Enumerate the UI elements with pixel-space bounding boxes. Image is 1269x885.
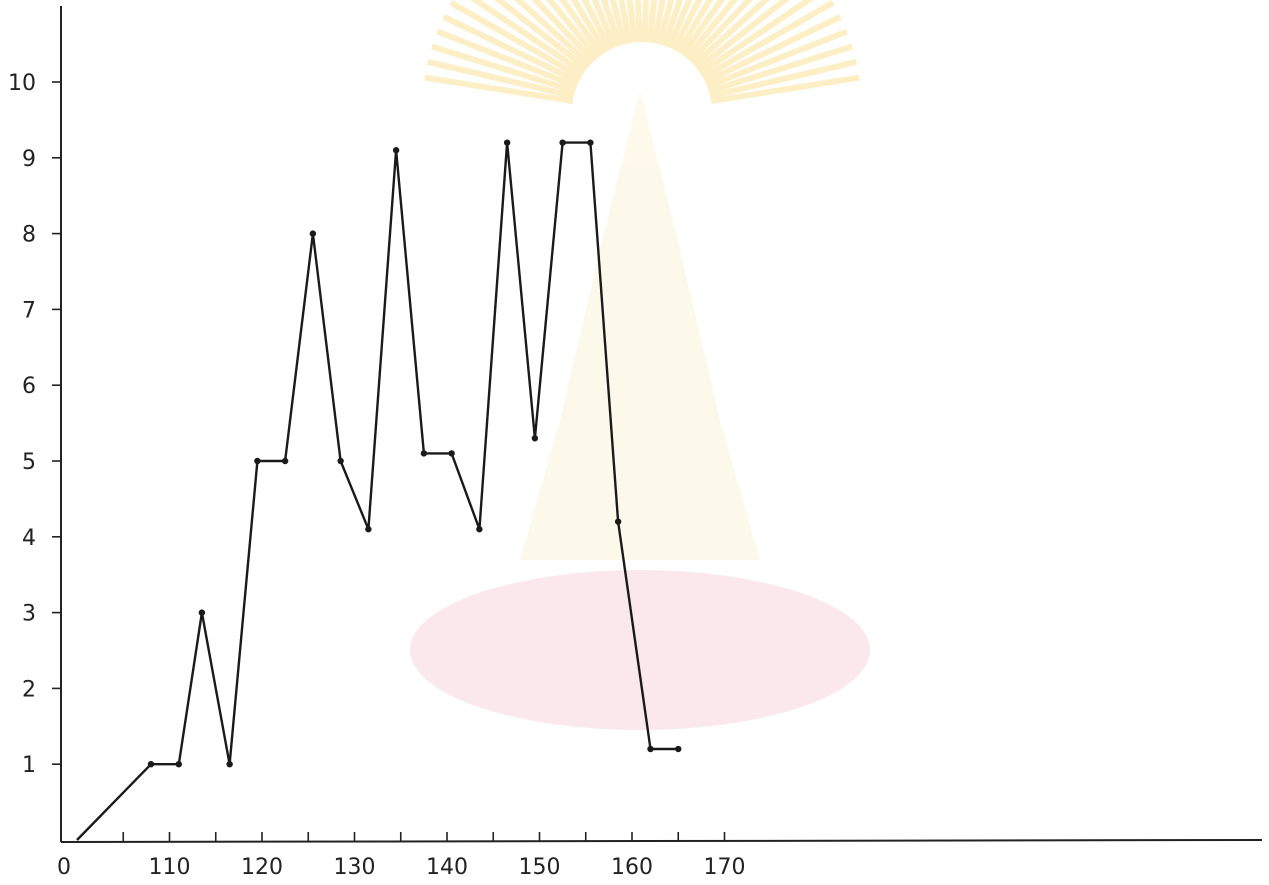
watermark-ray <box>570 0 609 54</box>
x-tick-label: 170 <box>704 855 746 880</box>
x-tick-label: 150 <box>519 855 561 880</box>
y-tick-label: 10 <box>8 71 36 96</box>
data-point <box>309 230 317 237</box>
data-point <box>420 450 428 457</box>
axes <box>60 6 1263 843</box>
y-tick-label: 5 <box>22 450 36 475</box>
watermark-ray <box>634 0 643 43</box>
x-tick-label: 0 <box>57 855 71 880</box>
data-point <box>392 147 400 154</box>
watermark-ray <box>618 0 633 44</box>
x-axis-ticks: 0 110 120 130 140 150 160 170 <box>57 832 746 880</box>
data-point <box>198 609 206 616</box>
watermark-ray <box>646 0 658 43</box>
data-point <box>587 139 594 146</box>
watermark-ray <box>703 14 842 85</box>
x-tick-label: 160 <box>611 855 653 880</box>
watermark-ray <box>494 0 589 72</box>
watermark-ray <box>600 0 623 47</box>
watermark-ray <box>591 0 618 49</box>
y-tick-label: 9 <box>22 147 36 172</box>
watermark-stupa <box>520 90 760 560</box>
y-tick-label: 3 <box>22 602 36 627</box>
watermark-ray <box>442 14 581 85</box>
watermark-ray <box>531 0 596 64</box>
data-point <box>281 457 289 465</box>
watermark-ray <box>449 0 583 80</box>
y-tick-label: 6 <box>22 374 36 399</box>
y-tick-label: 8 <box>22 223 36 248</box>
x-tick-label: 140 <box>426 855 468 880</box>
watermark-ray <box>666 0 693 49</box>
watermark-ray <box>706 28 848 90</box>
watermark-ray <box>431 43 577 95</box>
watermark-ray <box>609 0 628 45</box>
data-point <box>226 761 233 768</box>
data-point <box>559 139 566 146</box>
watermark-ray <box>661 0 684 47</box>
data-point <box>147 761 155 768</box>
watermark-ray <box>707 43 853 95</box>
data-point <box>503 139 511 146</box>
watermark-ray <box>710 74 860 105</box>
watermark-ray <box>427 59 575 99</box>
data-point <box>675 745 682 753</box>
watermark-ray <box>436 28 578 90</box>
x-tick-label: 120 <box>241 855 283 880</box>
data-point <box>175 761 182 768</box>
data-point <box>254 457 261 465</box>
watermark-ray <box>709 59 857 99</box>
watermark-ray <box>514 0 593 68</box>
watermark-ray <box>545 0 600 60</box>
watermark-ray <box>671 0 703 51</box>
y-tick-label: 7 <box>22 298 36 323</box>
watermark-ray <box>698 0 814 76</box>
data-series <box>76 139 682 841</box>
watermark-ray <box>626 0 638 43</box>
watermark-ray <box>651 0 666 44</box>
watermark-ray <box>695 0 790 72</box>
watermark-ray <box>691 0 770 68</box>
data-point <box>476 526 483 533</box>
data-point <box>365 526 372 533</box>
watermark-seal <box>410 0 870 730</box>
watermark-ray <box>688 0 753 64</box>
x-axis-line <box>60 839 1263 843</box>
y-tick-label: 2 <box>22 677 36 702</box>
watermark-ray <box>641 0 650 43</box>
watermark-ray <box>656 0 675 45</box>
y-axis-ticks: 1 2 3 4 5 6 7 8 9 10 <box>8 71 61 778</box>
y-tick-label: 1 <box>22 753 36 778</box>
data-point <box>531 435 539 442</box>
watermark-ray <box>559 0 604 57</box>
watermark-base <box>410 570 870 730</box>
watermark-sun <box>587 57 697 167</box>
x-tick-label: 110 <box>149 855 191 880</box>
data-point <box>337 457 344 465</box>
watermark-ray <box>684 0 739 60</box>
watermark-ray <box>680 0 725 57</box>
watermark-ray <box>675 0 714 54</box>
watermark-ray <box>701 0 835 80</box>
watermark-ray <box>470 0 586 76</box>
x-tick-label: 130 <box>334 855 376 880</box>
data-point <box>448 450 455 457</box>
watermark-ray <box>424 74 574 105</box>
data-point <box>647 745 654 753</box>
data-point <box>614 518 622 525</box>
watermark-ray <box>581 0 613 51</box>
y-tick-label: 4 <box>22 526 36 551</box>
